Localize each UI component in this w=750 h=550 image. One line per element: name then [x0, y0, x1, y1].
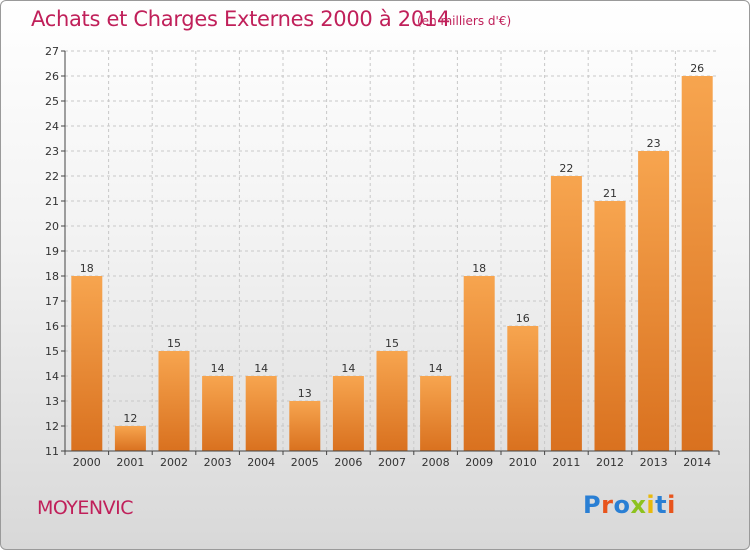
- bar: [376, 351, 408, 451]
- y-tick-label: 26: [45, 70, 59, 83]
- x-tick-label: 2012: [596, 456, 624, 469]
- logo-letter: i: [646, 491, 656, 519]
- logo-letter: i: [667, 491, 676, 519]
- y-tick-label: 24: [45, 120, 59, 133]
- bar-value-label: 21: [603, 187, 617, 200]
- x-tick-label: 2001: [116, 456, 144, 469]
- labels: 11 12 13 14 15 16 17 18 19 20 21 22 23 24 25 26 27 18 2000…: [45, 45, 711, 469]
- y-tick-label: 25: [45, 95, 59, 108]
- x-tick-label: 2010: [509, 456, 537, 469]
- x-tick-label: 2007: [378, 456, 406, 469]
- x-tick-label: 2002: [160, 456, 188, 469]
- bar-value-label: 14: [254, 362, 268, 375]
- bar-value-label: 13: [298, 387, 312, 400]
- bar-value-label: 12: [123, 412, 137, 425]
- chart-title: Achats et Charges Externes 2000 à 2014: [31, 7, 451, 31]
- x-tick-label: 2006: [334, 456, 362, 469]
- bar: [507, 326, 539, 451]
- logo-letter: t: [655, 491, 668, 519]
- bar: [158, 351, 190, 451]
- town-name: MOYENVIC: [37, 497, 134, 519]
- bar: [463, 276, 495, 451]
- x-tick-label: 2005: [291, 456, 319, 469]
- x-tick-label: 2000: [73, 456, 101, 469]
- x-tick-label: 2009: [465, 456, 493, 469]
- bar-value-label: 14: [211, 362, 225, 375]
- y-tick-label: 11: [45, 445, 59, 458]
- bar: [289, 401, 321, 451]
- bar-value-label: 26: [690, 62, 704, 75]
- bar: [420, 376, 452, 451]
- bar-value-label: 18: [472, 262, 486, 275]
- x-tick-label: 2011: [552, 456, 580, 469]
- y-tick-label: 18: [45, 270, 59, 283]
- axes: [61, 50, 720, 455]
- logo-letter: x: [630, 491, 647, 519]
- bars: [71, 76, 713, 451]
- y-tick-label: 19: [45, 245, 59, 258]
- bar-value-label: 16: [516, 312, 530, 325]
- bar-value-label: 14: [429, 362, 443, 375]
- y-tick-label: 23: [45, 145, 59, 158]
- x-tick-label: 2013: [640, 456, 668, 469]
- logo-letter: r: [601, 491, 614, 519]
- y-tick-label: 15: [45, 345, 59, 358]
- y-tick-label: 27: [45, 45, 59, 58]
- bar-value-label: 15: [385, 337, 399, 350]
- x-tick-label: 2008: [422, 456, 450, 469]
- y-tick-label: 14: [45, 370, 59, 383]
- y-tick-label: 20: [45, 220, 59, 233]
- bar: [245, 376, 277, 451]
- x-tick-label: 2004: [247, 456, 275, 469]
- proxiti-logo[interactable]: Proxiti: [583, 491, 676, 519]
- y-tick-label: 22: [45, 170, 59, 183]
- bar: [114, 426, 146, 451]
- y-tick-label: 17: [45, 295, 59, 308]
- y-tick-label: 21: [45, 195, 59, 208]
- chart-subtitle: (en milliers d'€): [417, 14, 512, 28]
- bar: [332, 376, 364, 451]
- bar-value-label: 14: [341, 362, 355, 375]
- bar: [71, 276, 103, 451]
- bar-value-label: 22: [559, 162, 573, 175]
- x-tick-label: 2014: [683, 456, 711, 469]
- bar: [638, 151, 670, 451]
- x-tick-label: 2003: [204, 456, 232, 469]
- bar: [550, 176, 582, 451]
- bar: [202, 376, 234, 451]
- y-tick-label: 12: [45, 420, 59, 433]
- bar-value-label: 15: [167, 337, 181, 350]
- logo-letter: P: [583, 491, 602, 519]
- bar: [594, 201, 626, 451]
- bar-value-label: 18: [80, 262, 94, 275]
- bar: [681, 76, 713, 451]
- logo-letter: o: [613, 491, 631, 519]
- y-tick-label: 13: [45, 395, 59, 408]
- y-tick-label: 16: [45, 320, 59, 333]
- bar-value-label: 23: [647, 137, 661, 150]
